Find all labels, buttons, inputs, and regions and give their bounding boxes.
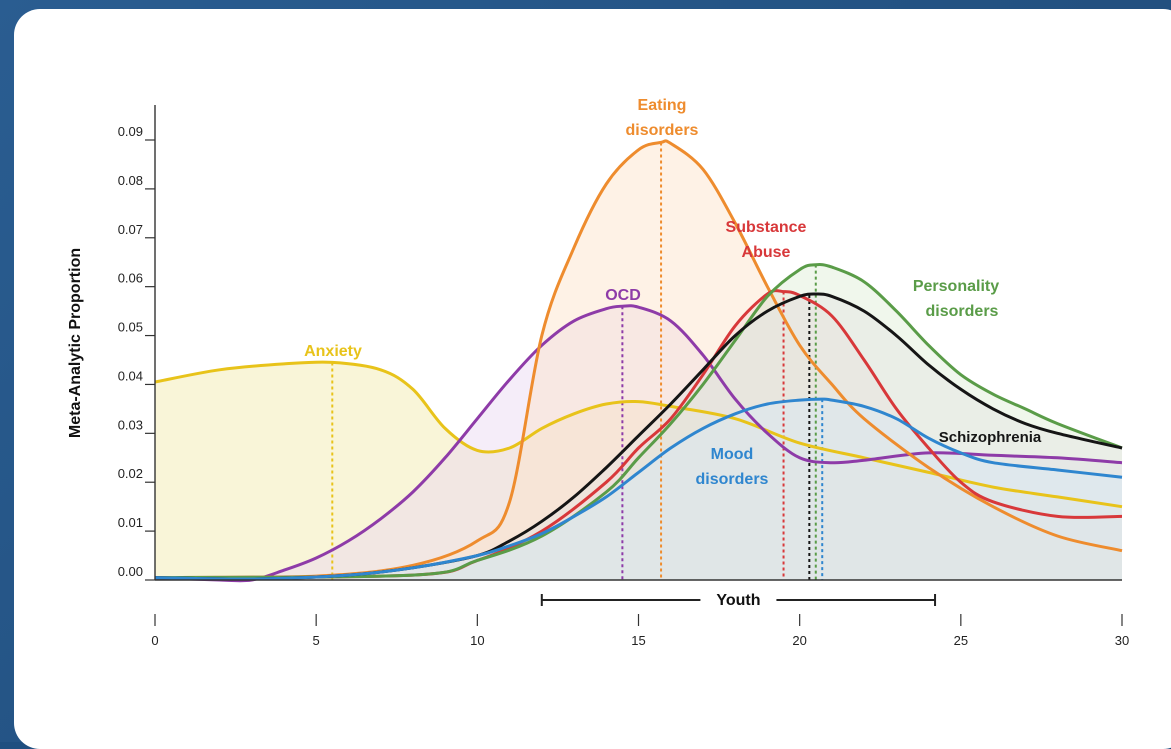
x-tick-label: 5 xyxy=(313,633,320,648)
ocd-line xyxy=(154,304,1123,583)
y-tick-label: 0.06 xyxy=(118,271,143,286)
x-tick-label: 15 xyxy=(631,633,645,648)
anxiety-line xyxy=(154,360,1123,509)
y-tick-label: 0.03 xyxy=(118,417,143,432)
personality-disorders-area xyxy=(155,264,1122,580)
anxiety-label: Anxiety xyxy=(304,343,362,360)
y-tick-label: 0.04 xyxy=(118,368,143,383)
x-tick-label: 0 xyxy=(151,633,158,648)
y-tick-label: 0.07 xyxy=(118,222,143,237)
eating-label-line2: disorders xyxy=(626,122,699,139)
substance-label-line1: Substance xyxy=(726,219,807,236)
schizophrenia-label: Schizophrenia xyxy=(939,429,1042,446)
eating-label-line1: Eating xyxy=(638,97,687,114)
chart-card xyxy=(14,9,1171,749)
y-tick-label: 0.09 xyxy=(118,124,143,139)
y-tick-label: 0.02 xyxy=(118,466,143,481)
y-tick-label: 0.05 xyxy=(118,320,143,335)
eating-disorders-line xyxy=(154,139,1123,580)
y-tick-label: 0.08 xyxy=(118,173,143,188)
x-tick-label: 20 xyxy=(792,633,806,648)
mood-label-line1: Mood xyxy=(711,446,754,463)
youth-bracket: Youth xyxy=(540,592,937,609)
personality-label-line2: disorders xyxy=(926,303,999,320)
x-tick-label: 30 xyxy=(1115,633,1129,648)
eating-disorders-area xyxy=(155,140,1122,580)
ocd-label: OCD xyxy=(605,287,641,304)
y-axis-title: Meta-Analytic Proportion xyxy=(67,248,84,438)
mood-disorders-line xyxy=(154,397,1123,581)
mood-label-line2: disorders xyxy=(696,471,769,488)
substance-label-line2: Abuse xyxy=(742,244,791,261)
personality-label-line1: Personality xyxy=(913,278,999,295)
x-tick-label: 25 xyxy=(954,633,968,648)
youth-label: Youth xyxy=(716,592,760,609)
y-tick-label: 0.00 xyxy=(118,564,143,579)
mood-disorders-area xyxy=(155,399,1122,580)
substance-abuse-area xyxy=(155,290,1122,580)
personality-disorders-line xyxy=(154,263,1123,580)
ocd-area xyxy=(155,305,1122,581)
x-tick-label: 10 xyxy=(470,633,484,648)
y-tick-label: 0.01 xyxy=(118,515,143,530)
